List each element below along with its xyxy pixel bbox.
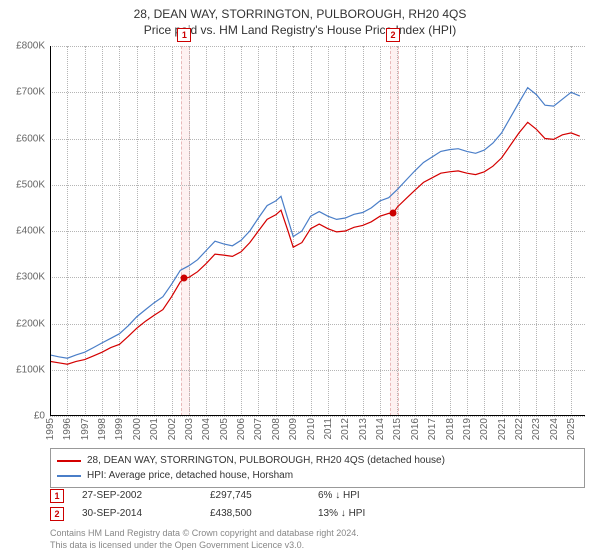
y-tick-label: £0: [5, 411, 45, 422]
transaction-delta: 6% ↓ HPI: [318, 487, 408, 505]
x-tick-label: 2003: [184, 418, 195, 440]
transaction-delta: 13% ↓ HPI: [318, 505, 408, 523]
series-hpi: [50, 88, 580, 359]
line-svg: [50, 46, 585, 416]
x-tick-label: 1996: [62, 418, 73, 440]
transaction-price: £297,745: [210, 487, 300, 505]
chart-container: 28, DEAN WAY, STORRINGTON, PULBOROUGH, R…: [0, 0, 600, 560]
x-tick-label: 1995: [45, 418, 56, 440]
title-line2: Price paid vs. HM Land Registry's House …: [0, 22, 600, 38]
x-tick-label: 2000: [132, 418, 143, 440]
transaction-price: £438,500: [210, 505, 300, 523]
transaction-marker: 1: [50, 489, 64, 503]
x-tick-label: 2025: [566, 418, 577, 440]
x-tick-label: 2013: [358, 418, 369, 440]
legend-label-property: 28, DEAN WAY, STORRINGTON, PULBOROUGH, R…: [87, 453, 445, 468]
transactions-table: 1 27-SEP-2002 £297,745 6% ↓ HPI 2 30-SEP-2014…: [50, 487, 585, 523]
marker-1: 1: [177, 28, 191, 42]
x-tick-label: 2007: [253, 418, 264, 440]
y-tick-label: £400K: [5, 226, 45, 237]
legend-box: 28, DEAN WAY, STORRINGTON, PULBOROUGH, R…: [50, 448, 585, 488]
y-tick-label: £300K: [5, 272, 45, 283]
x-axis: [50, 415, 585, 416]
marker-2: 2: [386, 28, 400, 42]
data-point-1: [181, 275, 188, 282]
x-tick-label: 1998: [97, 418, 108, 440]
data-point-2: [390, 210, 397, 217]
x-tick-label: 2015: [392, 418, 403, 440]
x-tick-label: 2004: [201, 418, 212, 440]
legend-swatch-hpi: [57, 475, 81, 477]
x-tick-label: 2014: [375, 418, 386, 440]
attribution: Contains HM Land Registry data © Crown c…: [50, 528, 585, 551]
attrib-line2: This data is licensed under the Open Gov…: [50, 540, 585, 552]
transaction-date: 30-SEP-2014: [82, 505, 192, 523]
transaction-marker: 2: [50, 507, 64, 521]
x-tick-label: 2023: [531, 418, 542, 440]
x-tick-label: 2024: [549, 418, 560, 440]
series-property: [50, 122, 580, 364]
x-tick-label: 2012: [340, 418, 351, 440]
grid-h: [50, 416, 585, 417]
x-tick-label: 2019: [462, 418, 473, 440]
x-tick-label: 2002: [167, 418, 178, 440]
y-tick-label: £500K: [5, 179, 45, 190]
x-tick-label: 2016: [410, 418, 421, 440]
x-tick-label: 1999: [114, 418, 125, 440]
x-tick-label: 2021: [497, 418, 508, 440]
x-tick-label: 2011: [323, 418, 334, 440]
legend-row-property: 28, DEAN WAY, STORRINGTON, PULBOROUGH, R…: [57, 453, 578, 468]
x-tick-label: 2022: [514, 418, 525, 440]
x-tick-label: 2017: [427, 418, 438, 440]
x-tick-label: 2009: [288, 418, 299, 440]
y-tick-label: £600K: [5, 133, 45, 144]
x-tick-label: 2008: [271, 418, 282, 440]
chart-title: 28, DEAN WAY, STORRINGTON, PULBOROUGH, R…: [0, 0, 600, 38]
transaction-date: 27-SEP-2002: [82, 487, 192, 505]
x-tick-label: 2010: [306, 418, 317, 440]
transaction-row: 2 30-SEP-2014 £438,500 13% ↓ HPI: [50, 505, 585, 523]
x-tick-label: 2001: [149, 418, 160, 440]
legend-row-hpi: HPI: Average price, detached house, Hors…: [57, 468, 578, 483]
y-tick-label: £700K: [5, 87, 45, 98]
transaction-row: 1 27-SEP-2002 £297,745 6% ↓ HPI: [50, 487, 585, 505]
x-tick-label: 1997: [80, 418, 91, 440]
y-tick-label: £800K: [5, 41, 45, 52]
attrib-line1: Contains HM Land Registry data © Crown c…: [50, 528, 585, 540]
title-line1: 28, DEAN WAY, STORRINGTON, PULBOROUGH, R…: [0, 6, 600, 22]
plot-area: £0£100K£200K£300K£400K£500K£600K£700K£80…: [50, 46, 585, 416]
legend-swatch-property: [57, 460, 81, 462]
y-axis: [50, 46, 51, 416]
x-tick-label: 2018: [445, 418, 456, 440]
y-tick-label: £100K: [5, 364, 45, 375]
x-tick-label: 2005: [219, 418, 230, 440]
legend-label-hpi: HPI: Average price, detached house, Hors…: [87, 468, 293, 483]
x-tick-label: 2020: [479, 418, 490, 440]
y-tick-label: £200K: [5, 318, 45, 329]
x-tick-label: 2006: [236, 418, 247, 440]
